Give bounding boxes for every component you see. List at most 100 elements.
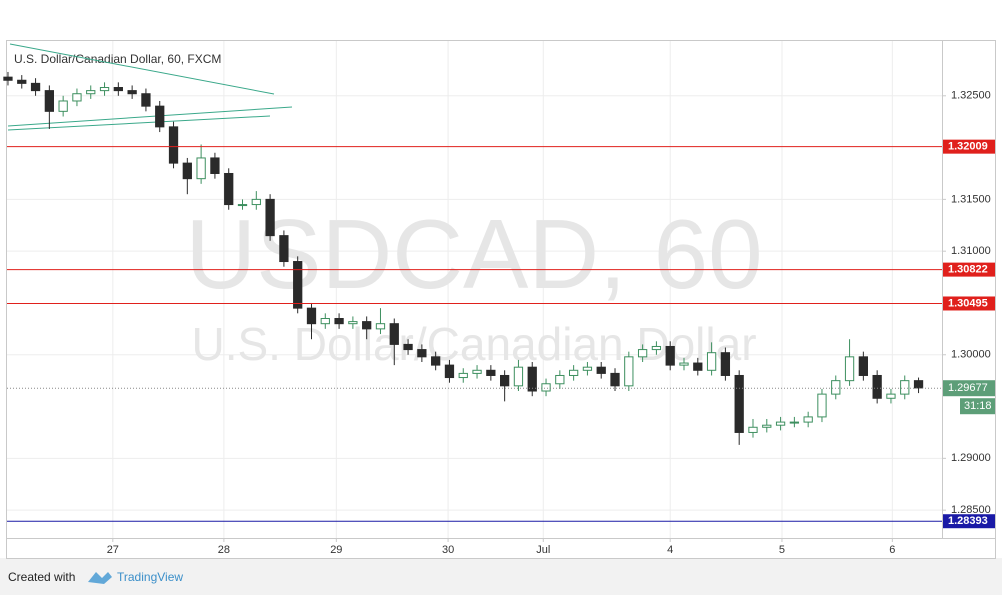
- trend-line: [7, 106, 293, 127]
- footer-brand[interactable]: TradingView: [117, 570, 183, 584]
- candle-body: [803, 416, 813, 423]
- candle-body: [624, 356, 634, 387]
- candle-body: [568, 369, 579, 376]
- countdown-label: 31:18: [964, 400, 992, 412]
- candle-body: [458, 372, 468, 379]
- candle-body: [775, 421, 786, 426]
- level-label-box: [943, 514, 995, 529]
- candle-body: [224, 172, 234, 206]
- x-tick-label: 4: [667, 544, 673, 556]
- y-tick-label: 1.31000: [951, 245, 991, 257]
- candle-body: [913, 380, 924, 389]
- candle-body: [858, 356, 868, 376]
- candle-body: [596, 366, 606, 374]
- candle-body: [872, 374, 882, 399]
- level-label: 1.32009: [948, 141, 988, 153]
- candle-body: [651, 345, 662, 351]
- candle-body: [706, 352, 717, 371]
- candle-body: [237, 204, 248, 207]
- candle-body: [348, 321, 358, 325]
- candle-body: [541, 383, 551, 392]
- candle-body: [665, 345, 675, 366]
- candle-body: [389, 323, 399, 345]
- candle-body: [582, 366, 593, 371]
- logo-icon: [88, 572, 112, 584]
- candle-body: [141, 93, 151, 107]
- candle-body: [99, 87, 110, 92]
- candle-body: [72, 93, 82, 102]
- candle-body: [555, 374, 565, 385]
- candle-body: [113, 87, 123, 92]
- candle-body: [417, 349, 427, 358]
- x-tick-label: Jul: [536, 544, 550, 556]
- footer-created: Created with: [8, 570, 75, 584]
- candle-body: [817, 393, 827, 418]
- candle-body: [17, 79, 27, 84]
- level-label: 1.30822: [948, 264, 988, 276]
- x-tick-label: 29: [330, 544, 342, 556]
- x-tick-label: 6: [889, 544, 895, 556]
- grid: [7, 41, 942, 538]
- candle-body: [182, 162, 192, 180]
- y-tick-label: 1.30000: [951, 349, 991, 361]
- last-price-box: [943, 380, 995, 397]
- watermark-name: U.S. Dollar/Canadian Dollar: [191, 318, 756, 370]
- candle-body: [293, 261, 303, 309]
- candle-body: [900, 380, 910, 395]
- candle-body: [720, 352, 731, 376]
- candle-body: [196, 157, 206, 180]
- candle-body: [527, 366, 537, 392]
- candle-body: [403, 343, 413, 351]
- candle-body: [486, 369, 496, 376]
- x-tick-label: 28: [218, 544, 230, 556]
- candle-body: [513, 366, 524, 387]
- candle-body: [362, 321, 372, 330]
- x-tick-label: 27: [107, 544, 119, 556]
- candle-body: [375, 323, 386, 330]
- candle-body: [3, 76, 13, 81]
- candle-body: [444, 364, 455, 379]
- candle-body: [306, 307, 317, 325]
- candle-body: [320, 318, 330, 325]
- candle-body: [279, 235, 289, 263]
- candle-body: [610, 372, 620, 387]
- candle-body: [844, 356, 855, 382]
- candle-body: [168, 126, 179, 164]
- candle-body: [748, 426, 758, 433]
- candle-body: [58, 100, 68, 112]
- y-tick-label: 1.32500: [951, 90, 991, 102]
- candle-body: [334, 318, 344, 325]
- y-tick-label: 1.31500: [951, 193, 991, 205]
- candle-body: [637, 349, 648, 358]
- y-tick-label: 1.29000: [951, 452, 991, 464]
- trend-line: [9, 43, 275, 95]
- candle-body: [762, 424, 772, 428]
- tradingview-logo: [88, 572, 112, 584]
- plot: [3, 71, 942, 522]
- countdown-box: [960, 398, 995, 415]
- trend-lines: [7, 43, 293, 131]
- x-tick-label: 5: [779, 544, 785, 556]
- candle-body: [30, 82, 41, 92]
- x-tick-label: 30: [442, 544, 454, 556]
- candle-body: [831, 380, 841, 395]
- candle-body: [127, 90, 137, 95]
- level-label-box: [943, 139, 995, 154]
- candle-body: [265, 198, 275, 237]
- level-label: 1.28393: [948, 515, 988, 527]
- candle-body: [789, 421, 800, 424]
- level-label-box: [943, 296, 995, 311]
- level-label: 1.30495: [948, 297, 988, 309]
- y-tick-label: 1.28500: [951, 504, 991, 516]
- candle-body: [431, 356, 441, 366]
- level-label-box: [943, 262, 995, 277]
- footer-bar: [0, 558, 1002, 595]
- candle-body: [693, 362, 703, 371]
- candle-body: [44, 90, 54, 112]
- chart-title: U.S. Dollar/Canadian Dollar, 60, FXCM: [14, 52, 221, 66]
- candle-body: [500, 374, 510, 387]
- last-price-label: 1.29677: [948, 382, 988, 394]
- candle-body: [210, 157, 220, 174]
- candle-body: [155, 105, 165, 128]
